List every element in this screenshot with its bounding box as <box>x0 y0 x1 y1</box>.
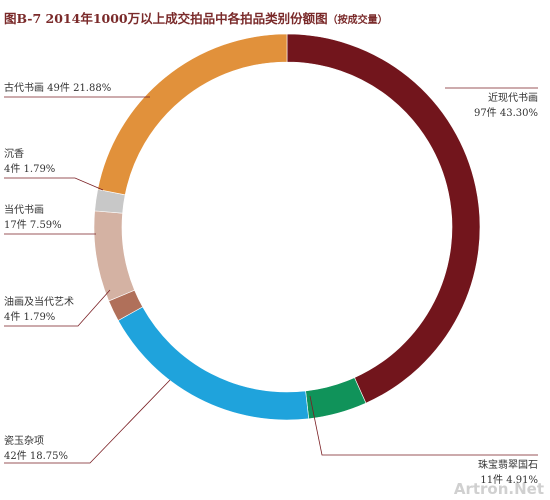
leader-line-3 <box>4 289 111 327</box>
slice-2 <box>117 306 310 421</box>
slice-6 <box>97 33 288 196</box>
leader-line-1 <box>309 395 538 456</box>
slice-4 <box>93 210 135 302</box>
data-label-5: 4件 1.79% <box>4 163 55 175</box>
leader-line-2 <box>4 379 171 464</box>
leader-line-5 <box>4 177 104 191</box>
data-label-4: 17件 7.59% <box>4 219 62 231</box>
legend-label-4: 当代书画 <box>4 203 44 216</box>
watermark: Artron.Net <box>453 480 544 498</box>
data-label-6: 古代书画 49件 21.88% <box>4 81 111 94</box>
slice-1 <box>305 377 367 420</box>
legend-label-1: 珠宝翡翠国石 <box>478 458 538 471</box>
legend-label-0: 近现代书画 <box>488 91 538 104</box>
data-label-0: 97件 43.30% <box>474 107 538 119</box>
legend-label-3: 油画及当代艺术 <box>4 295 74 308</box>
legend-label-5: 沉香 <box>4 147 24 160</box>
chart-title: 图B-7 2014年1000万以上成交拍品中各拍品类别份额图（按成交量） <box>4 8 388 27</box>
data-label-2: 42件 18.75% <box>4 450 68 462</box>
data-label-3: 4件 1.79% <box>4 311 55 323</box>
slice-0 <box>286 33 481 404</box>
legend-label-2: 瓷玉杂项 <box>4 434 44 447</box>
chart-title-text: 图B-7 2014年1000万以上成交拍品中各拍品类别份额图 <box>4 11 328 26</box>
chart-subtitle: （按成交量） <box>327 15 388 26</box>
data-label-1: 11件 4.91% <box>480 474 538 486</box>
